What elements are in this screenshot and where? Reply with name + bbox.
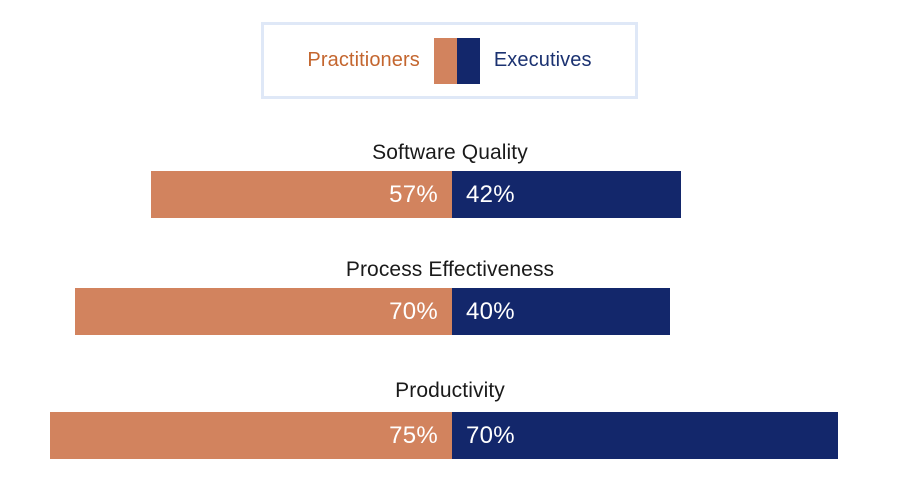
legend-label-practitioners: Practitioners (307, 49, 420, 71)
bar-segment-executives: 40% (452, 288, 670, 335)
chart-legend: Practitioners Executives (261, 22, 638, 99)
bar-value-executives: 70% (466, 421, 515, 449)
legend-inner: Practitioners Executives (307, 37, 592, 84)
bar-segment-executives: 70% (452, 412, 838, 459)
legend-swatch (433, 37, 480, 84)
bar-segment-practitioners: 70% (75, 288, 452, 335)
bar-value-practitioners: 57% (389, 180, 438, 208)
bar-title-productivity: Productivity (395, 379, 505, 402)
bar-value-executives: 40% (466, 297, 515, 325)
bar-title-software-quality: Software Quality (372, 141, 528, 164)
bar-row-process-effectiveness: 70% 40% (75, 288, 670, 335)
legend-swatch-orange-icon (433, 37, 457, 84)
bar-value-executives: 42% (466, 180, 515, 208)
bar-value-practitioners: 75% (389, 421, 438, 449)
bar-segment-executives: 42% (452, 171, 681, 218)
bar-row-productivity: 75% 70% (50, 412, 838, 459)
legend-swatch-navy-icon (456, 37, 480, 84)
bar-segment-practitioners: 75% (50, 412, 452, 459)
bar-row-software-quality: 57% 42% (151, 171, 681, 218)
bar-value-practitioners: 70% (389, 297, 438, 325)
legend-label-executives: Executives (493, 49, 592, 71)
bar-segment-practitioners: 57% (151, 171, 452, 218)
bar-title-process-effectiveness: Process Effectiveness (345, 258, 555, 281)
